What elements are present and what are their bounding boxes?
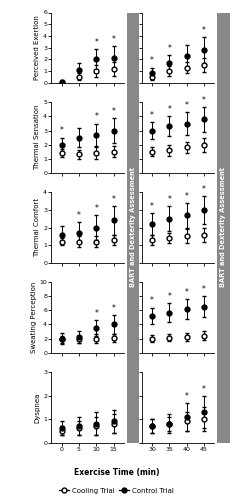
Text: *: * xyxy=(150,202,154,211)
Text: *: * xyxy=(112,107,116,116)
Text: *: * xyxy=(94,112,98,122)
Text: *: * xyxy=(112,196,116,204)
Text: *: * xyxy=(168,292,171,302)
Text: BART and Dexterity Assessment: BART and Dexterity Assessment xyxy=(220,168,226,288)
Text: *: * xyxy=(202,26,206,35)
Y-axis label: Dyspnea: Dyspnea xyxy=(34,392,40,422)
Text: *: * xyxy=(150,111,154,120)
Text: *: * xyxy=(94,38,98,46)
Text: *: * xyxy=(150,56,154,66)
Text: *: * xyxy=(185,101,189,110)
Text: *: * xyxy=(185,192,189,201)
Text: *: * xyxy=(94,204,98,213)
Text: Exercise Time (min): Exercise Time (min) xyxy=(74,468,159,477)
Text: *: * xyxy=(202,185,206,194)
Text: *: * xyxy=(60,126,64,136)
Text: *: * xyxy=(202,384,206,394)
Text: *: * xyxy=(168,44,171,52)
Text: *: * xyxy=(185,288,189,297)
Text: *: * xyxy=(168,196,171,204)
Text: *: * xyxy=(150,296,154,306)
Y-axis label: Thermal Comfort: Thermal Comfort xyxy=(34,198,40,257)
Text: *: * xyxy=(112,304,116,313)
Text: *: * xyxy=(202,96,206,104)
Y-axis label: Thermal Sensation: Thermal Sensation xyxy=(34,105,40,170)
Text: *: * xyxy=(202,285,206,294)
Legend: Cooling Trial, Control Trial: Cooling Trial, Control Trial xyxy=(56,485,177,496)
Text: *: * xyxy=(168,106,171,114)
Text: *: * xyxy=(94,309,98,318)
Text: *: * xyxy=(77,211,81,220)
Y-axis label: Perceived Exertion: Perceived Exertion xyxy=(34,15,40,80)
Y-axis label: Sweating Perception: Sweating Perception xyxy=(31,282,37,353)
Text: *: * xyxy=(185,392,189,400)
Text: *: * xyxy=(112,36,116,44)
Text: BART and Dexterity Assessment: BART and Dexterity Assessment xyxy=(130,168,136,288)
